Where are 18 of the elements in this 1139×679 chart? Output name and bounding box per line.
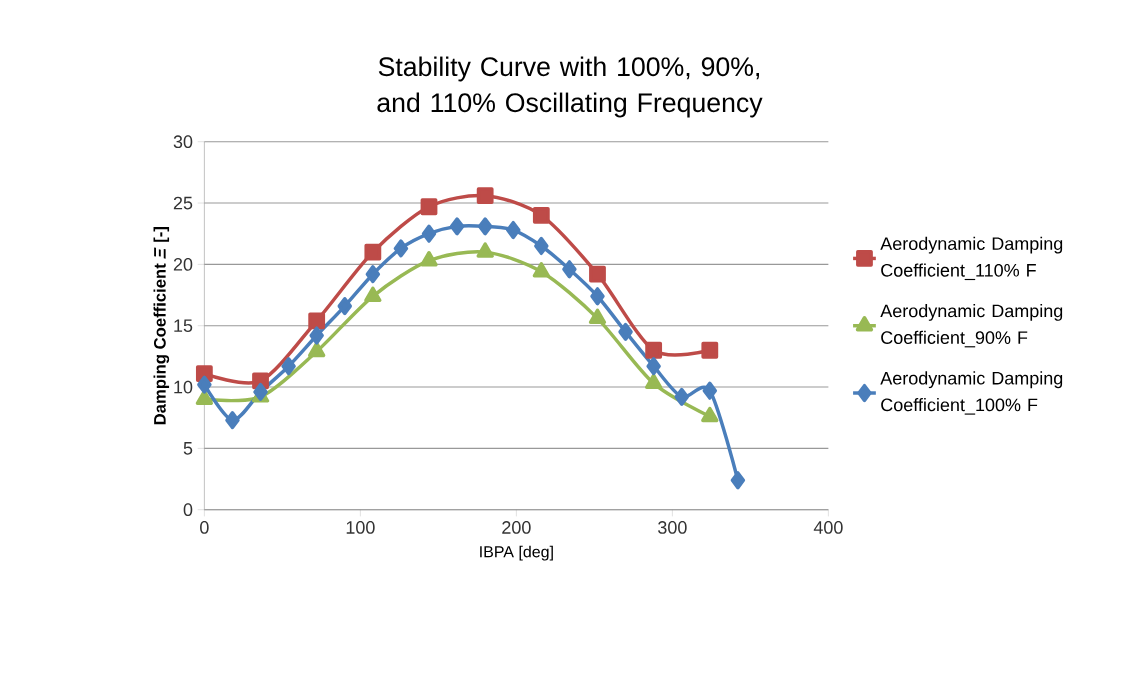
x-tick-label: 200 bbox=[502, 521, 531, 534]
x-axis-title: IBPA [deg] bbox=[480, 545, 553, 561]
y-tick-label: 30 bbox=[173, 135, 193, 149]
y-tick-label: 20 bbox=[173, 258, 193, 271]
y-axis-title: Damping Coefficient Ξ [-] bbox=[153, 227, 170, 425]
y-tick-label: 5 bbox=[183, 442, 193, 455]
x-tick-label: 0 bbox=[200, 521, 209, 534]
x-tick-label: 400 bbox=[813, 521, 843, 534]
x-tick-label: 300 bbox=[658, 521, 687, 534]
y-tick-label: 15 bbox=[174, 319, 193, 332]
legend-label: Aerodynamic Damping Coefficient_110% F bbox=[880, 236, 1063, 281]
x-tick-label: 100 bbox=[346, 521, 375, 534]
y-tick-label: 10 bbox=[174, 380, 193, 394]
chart-title: Stability Curve with 100%, 90%, and 110% Oscillating Frequency bbox=[377, 56, 763, 118]
y-tick-label: 25 bbox=[173, 196, 193, 210]
y-tick-label: 0 bbox=[183, 503, 193, 517]
legend-label: Aerodynamic Damping Coefficient_90% F bbox=[880, 304, 1063, 348]
legend-label: Aerodynamic Damping Coefficient_100% F bbox=[880, 371, 1063, 415]
